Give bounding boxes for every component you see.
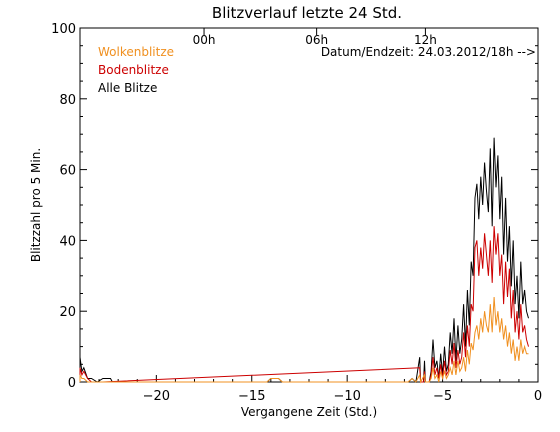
annotation-endtime: Datum/Endzeit: 24.03.2012/18h --> [321,45,536,59]
series-lines [79,137,529,384]
legend: Wolkenblitze Bodenblitze Alle Blitze [98,45,174,95]
x-tick-label: −10 [333,389,360,404]
series-line-wolkenblitze [79,296,529,384]
y-tick-label: 40 [59,234,76,249]
y-tick-label: 80 [59,93,76,108]
top-tick-label: 00h [193,33,216,47]
series-line-bodenblitze [79,226,529,383]
x-tick-label: −20 [143,389,170,404]
x-tick-label: −5 [433,389,452,404]
y-tick-label: 100 [51,22,76,37]
x-tick-label: 0 [534,389,542,404]
series-line-alle-blitze [79,137,529,384]
y-axis: 0 20 40 60 80 100 [51,22,538,391]
x-tick-label: −15 [238,389,265,404]
x-axis: −20 −15 −10 −5 0 [79,375,542,404]
y-axis-label: Blitzzahl pro 5 Min. [29,148,43,262]
legend-wolkenblitze: Wolkenblitze [98,45,174,59]
y-tick-label: 60 [59,164,76,179]
top-tick-label: 06h [305,33,328,47]
x-axis-label: Vergangene Zeit (Std.) [241,405,377,419]
top-time-axis: 00h 06h 12h [193,28,437,47]
legend-bodenblitze: Bodenblitze [98,63,169,77]
chart-title: Blitzverlauf letzte 24 Std. [212,4,402,22]
top-tick-label: 12h [414,33,437,47]
legend-alle-blitze: Alle Blitze [98,81,157,95]
y-tick-label: 20 [59,305,76,320]
y-tick-label: 0 [68,376,76,391]
